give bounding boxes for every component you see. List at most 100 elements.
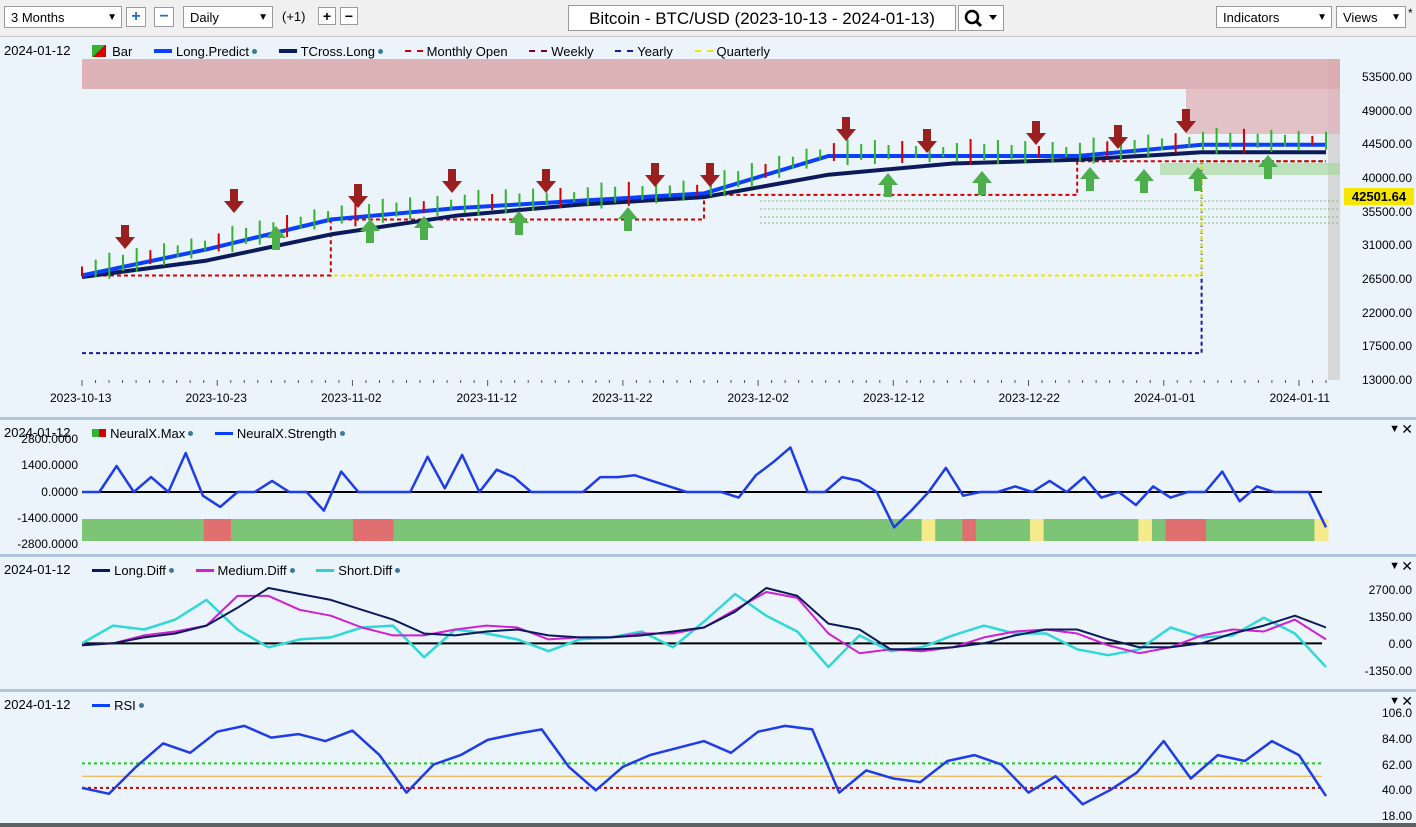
neuralx-max-bar: [813, 519, 828, 541]
neuralx-max-bar: [583, 519, 598, 541]
sell-arrow-icon: [1026, 121, 1046, 145]
sell-arrow-icon: [645, 163, 665, 187]
y-tick-label: 13000.00: [1361, 373, 1412, 387]
legend-long-diff: Long.Diff: [92, 562, 174, 578]
neuralx-max-bar: [163, 519, 178, 541]
buy-arrow-icon: [509, 211, 529, 235]
x-tick-label: 2024-01-11: [1269, 391, 1331, 405]
sell-arrow-icon: [1108, 125, 1128, 149]
legend-rsi: RSI: [92, 697, 144, 713]
interval-label: Daily: [190, 10, 219, 25]
y-tick-label: 2800.0000: [21, 432, 78, 446]
neuralx-max-bar: [962, 519, 977, 541]
range-label: 3 Months: [11, 10, 65, 25]
neuralx-max-bar: [1151, 519, 1166, 541]
neuralx-max-bar: [230, 519, 246, 541]
sell-arrow-icon: [1176, 109, 1196, 133]
neuralx-max-bar: [935, 519, 950, 541]
diff-legend: 2024-01-12 Long.Diff Medium.Diff Short.D…: [4, 561, 418, 578]
neural-chart[interactable]: [0, 420, 1416, 554]
y-tick-label: 35500.00: [1361, 204, 1412, 219]
legend-medium-diff: Medium.Diff: [195, 562, 295, 578]
neuralx-max-bar: [1206, 519, 1221, 541]
y-tick-label: 26500.00: [1361, 272, 1412, 286]
rsi-line: [81, 724, 1328, 806]
neuralx-max-bar: [149, 519, 164, 541]
panel-separator[interactable]: [0, 417, 1416, 420]
neural-panel: 2024-01-12 NeuralX.Max NeuralX.Strength …: [0, 420, 1416, 554]
neuralx-max-bar: [203, 519, 218, 541]
price-legend: 2024-01-12 Bar Long.Predict TCross.Long …: [4, 42, 788, 59]
x-tick-label: 2023-12-12: [863, 391, 925, 405]
pin-icon[interactable]: *: [1408, 6, 1413, 20]
resistance-zone: [1186, 89, 1340, 134]
neuralx-max-bar: [136, 519, 151, 541]
neuralx-max-bar: [610, 519, 625, 541]
y-tick-label: 17500.00: [1361, 339, 1412, 354]
views-label: Views: [1343, 10, 1378, 25]
legend-short-diff: Short.Diff: [316, 562, 401, 578]
sell-arrow-icon: [917, 129, 937, 153]
collapse-panel-icon[interactable]: ▼: [1389, 423, 1400, 435]
subtract-offset-button[interactable]: −: [340, 7, 358, 25]
close-panel-icon[interactable]: ✕: [1401, 421, 1413, 437]
panel-separator[interactable]: [0, 689, 1416, 692]
sell-arrow-icon: [700, 163, 720, 187]
y-tick-label: 0.00: [1388, 637, 1412, 651]
y-tick-label: 22000.00: [1361, 305, 1412, 320]
neuralx-max-bar: [515, 519, 530, 541]
long-diff-line: [81, 587, 1327, 651]
y-tick-label: 49000.00: [1361, 103, 1412, 118]
panel-separator[interactable]: [0, 554, 1416, 557]
chevron-down-icon: ▼: [1391, 12, 1401, 23]
neuralx-max-bar: [1246, 519, 1261, 541]
sell-arrow-icon: [536, 169, 556, 193]
neuralx-max-bar: [908, 519, 923, 541]
legend-date: 2024-01-12: [4, 562, 71, 578]
neuralx-max-bar: [1057, 519, 1072, 541]
indicators-dropdown[interactable]: Indicators ▼: [1216, 6, 1332, 28]
tcross-long-line: [81, 150, 1326, 279]
neuralx-max-bar: [556, 519, 571, 541]
close-panel-icon[interactable]: ✕: [1401, 693, 1413, 709]
x-tick-label: 2023-10-13: [50, 391, 112, 405]
neuralx-max-bar: [82, 519, 97, 541]
x-tick-label: 2023-11-12: [456, 391, 518, 405]
add-offset-button[interactable]: +: [318, 7, 336, 25]
zoom-out-button[interactable]: −: [154, 7, 174, 27]
neuralx-strength-line: [82, 446, 1328, 529]
neuralx-max-bar: [461, 519, 476, 541]
legend-neuralx-max: NeuralX.Max: [92, 425, 194, 441]
search-button[interactable]: [958, 5, 1004, 31]
symbol-title[interactable]: Bitcoin - BTC/USD (2023-10-13 - 2024-01-…: [568, 5, 956, 31]
collapse-panel-icon[interactable]: ▼: [1389, 560, 1400, 572]
neuralx-max-bar: [109, 519, 124, 541]
diff-chart[interactable]: [0, 557, 1416, 689]
neuralx-max-bar: [772, 519, 787, 541]
views-dropdown[interactable]: Views ▼: [1336, 6, 1406, 28]
range-dropdown[interactable]: 3 Months ▼: [4, 6, 122, 28]
neuralx-max-bar: [840, 519, 855, 541]
price-chart[interactable]: [0, 37, 1416, 417]
y-tick-label: 1400.0000: [21, 458, 78, 473]
neuralx-max-bar: [623, 519, 638, 541]
y-tick-label: -2800.0000: [17, 537, 78, 551]
neuralx-max-bar: [339, 519, 354, 541]
rsi-chart[interactable]: [0, 692, 1416, 823]
neuralx-max-bar: [1070, 519, 1085, 541]
axis-strip: [1328, 59, 1340, 380]
close-panel-icon[interactable]: ✕: [1401, 558, 1413, 574]
buy-arrow-icon: [878, 173, 898, 197]
neuralx-max-bar: [1124, 519, 1139, 541]
y-tick-label: 18.00: [1381, 809, 1412, 823]
neuralx-max-bar: [1016, 519, 1031, 541]
short-diff-line: [81, 592, 1327, 669]
neuralx-max-bar: [596, 519, 611, 541]
buy-arrow-icon: [1134, 169, 1154, 193]
zoom-in-button[interactable]: +: [126, 7, 146, 27]
legend-monthly-open: Monthly Open: [404, 43, 508, 59]
sell-arrow-icon: [224, 189, 244, 213]
collapse-panel-icon[interactable]: ▼: [1389, 695, 1400, 707]
sell-arrow-icon: [836, 117, 856, 141]
interval-dropdown[interactable]: Daily ▼: [183, 6, 273, 28]
